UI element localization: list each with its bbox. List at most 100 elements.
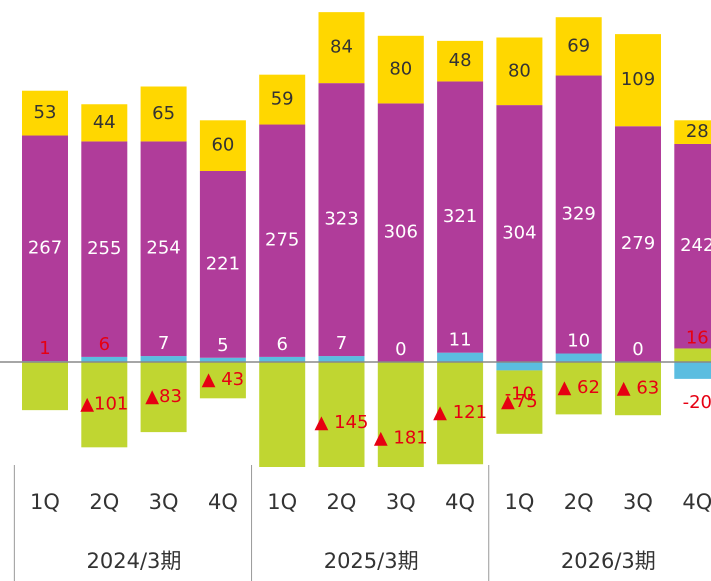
value-label: ▲ 145 <box>315 412 369 433</box>
value-label: 221 <box>206 253 240 274</box>
value-label: 329 <box>562 204 596 225</box>
labels: 1 267 53 1Q 6 ▲101 255 44 2Q 7 ▲83 254 65 3Q 5 ▲ 43 221 6… <box>28 35 711 514</box>
x-tick-label: 4Q <box>682 490 711 514</box>
bar-segment <box>81 361 128 448</box>
value-label: ▲ 43 <box>202 369 244 390</box>
value-label: 28 <box>686 121 709 142</box>
bar-segment <box>496 37 543 106</box>
x-tick-label: 2Q <box>327 490 357 514</box>
bar-segment <box>555 353 602 362</box>
group-label: 2025/3期 <box>324 549 419 573</box>
value-label: 48 <box>449 50 472 71</box>
value-label: 0 <box>395 339 406 360</box>
bar-segment <box>22 90 68 136</box>
bar-segment <box>674 143 711 349</box>
value-label: -10 <box>505 383 534 404</box>
bar-segment <box>140 361 187 433</box>
x-tick-label: 1Q <box>504 490 534 514</box>
value-label: 53 <box>34 102 57 123</box>
value-label: 323 <box>324 209 358 230</box>
value-label: -20 <box>683 392 711 413</box>
bar-segment <box>615 361 661 416</box>
bar-segment <box>81 356 128 362</box>
value-label: 275 <box>265 230 299 251</box>
value-label: 1 <box>39 338 50 359</box>
value-label: 7 <box>336 333 347 354</box>
x-tick-label: 4Q <box>445 490 475 514</box>
bar-segment <box>496 370 543 434</box>
value-label: 279 <box>621 233 655 254</box>
bar-segment <box>199 120 246 172</box>
bar-segment <box>140 141 187 357</box>
bar-segment <box>81 104 128 142</box>
value-label: ▲75 <box>501 391 538 412</box>
value-label: 255 <box>87 238 121 259</box>
bar-segment <box>318 83 365 357</box>
bar-segment <box>318 356 365 362</box>
value-label: 109 <box>621 69 655 90</box>
bar-segment <box>81 141 128 357</box>
x-tick-label: 2Q <box>89 490 119 514</box>
bar-segment <box>199 361 246 399</box>
x-tick-label: 3Q <box>149 490 179 514</box>
value-label: 306 <box>384 222 418 243</box>
x-tick-label: 1Q <box>30 490 60 514</box>
value-label: 10 <box>567 331 590 352</box>
bar-segment <box>615 34 661 127</box>
group-label: 2026/3期 <box>561 549 656 573</box>
bar-segment <box>555 75 602 354</box>
bar-segment <box>377 361 424 467</box>
x-tick-label: 2Q <box>564 490 594 514</box>
value-label: ▲101 <box>80 394 128 415</box>
value-label: 242 <box>680 235 711 256</box>
value-label: 6 <box>99 334 110 355</box>
x-tick-label: 3Q <box>386 490 416 514</box>
bar-segment <box>674 361 711 379</box>
value-label: 267 <box>28 237 62 258</box>
value-label: 80 <box>389 59 412 80</box>
value-label: 0 <box>632 339 643 360</box>
value-label: ▲ 63 <box>617 378 659 399</box>
bar-segment <box>199 357 246 362</box>
bar-segment <box>377 35 424 104</box>
bar-segment <box>496 105 543 362</box>
bar-segment <box>259 361 306 467</box>
value-label: 304 <box>502 223 536 244</box>
value-label: 321 <box>443 206 477 227</box>
bar-segment <box>22 361 68 411</box>
bar-segment <box>615 126 661 362</box>
bar-segment <box>259 74 306 125</box>
value-label: 16 <box>686 327 709 348</box>
bar-segment <box>437 40 484 82</box>
bar-segment <box>259 124 306 357</box>
value-label: ▲83 <box>145 386 182 407</box>
value-label: 11 <box>449 330 472 351</box>
plot-area <box>22 12 711 467</box>
bar-segment <box>437 81 484 353</box>
value-label: ▲ 121 <box>433 402 487 423</box>
bar-segment <box>437 361 484 465</box>
bar-segment <box>199 171 246 358</box>
bar-segment <box>555 361 602 415</box>
value-label: ▲ 62 <box>557 377 599 398</box>
value-label: 6 <box>276 334 287 355</box>
value-label: 80 <box>508 60 531 81</box>
value-label: 60 <box>211 135 234 156</box>
bar-segment <box>496 361 543 371</box>
value-label: ▲ 181 <box>374 427 428 448</box>
bar-segment <box>318 12 365 84</box>
value-label: 5 <box>217 335 228 356</box>
value-label: 7 <box>158 333 169 354</box>
group-label: 2024/3期 <box>87 549 182 573</box>
bar-segment <box>318 361 365 467</box>
value-label: 69 <box>567 35 590 56</box>
value-label: 84 <box>330 37 353 58</box>
bar-segment <box>140 356 187 362</box>
value-label: 254 <box>146 238 180 259</box>
value-label: 65 <box>152 103 175 124</box>
bar-segment <box>22 135 68 362</box>
bar-segment <box>555 17 602 76</box>
bar-segment <box>377 103 424 362</box>
bar-segment <box>437 352 484 362</box>
